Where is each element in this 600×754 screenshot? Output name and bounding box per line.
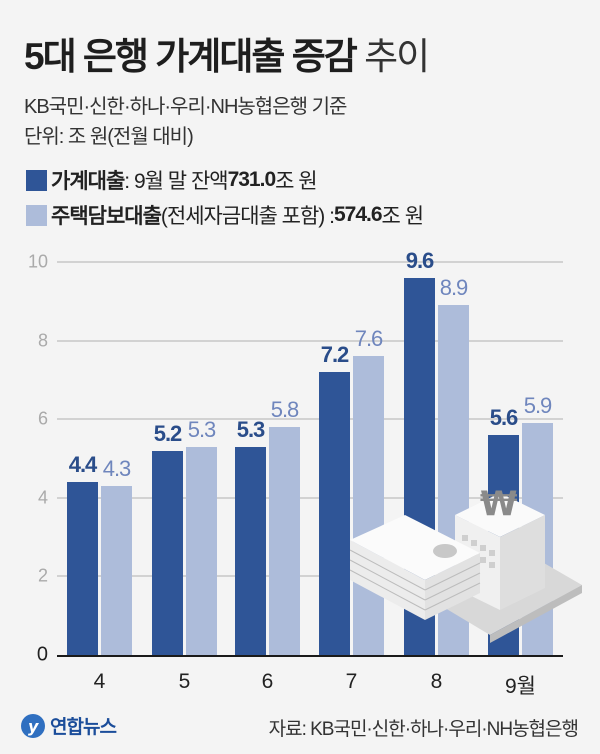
bar-light: [269, 427, 300, 655]
value-label: 7.6: [354, 326, 384, 352]
gridline: [57, 261, 563, 263]
gridline: [57, 496, 563, 499]
title-light: 추이: [364, 36, 430, 77]
yonhap-logo: y 연합뉴스: [20, 712, 117, 739]
legend-item-household: 가계대출 : 9월 말 잔액 731.0 조 원: [26, 165, 318, 195]
y-tick-label: 10: [27, 251, 48, 272]
value-label: 4.4: [68, 452, 98, 478]
bar-light: [186, 446, 217, 655]
value-label: 7.2: [320, 342, 350, 368]
legend-detail: (전세자금대출 포함) :: [160, 205, 335, 228]
logo-text: 연합뉴스: [50, 717, 117, 738]
x-tick-label: 6: [261, 670, 274, 693]
legend-value: 731.0: [227, 168, 277, 191]
gridline: [57, 339, 563, 342]
value-label: 5.3: [236, 416, 266, 442]
value-label: 9.6: [405, 247, 435, 273]
value-label: 5.2: [153, 420, 183, 446]
bar-light: [101, 486, 132, 655]
legend-item-mortgage: 주택담보대출 (전세자금대출 포함) : 574.6 조 원: [26, 200, 424, 230]
title-bold: 5대 은행 가계대출 증감: [24, 36, 358, 77]
x-tick-label: 4: [93, 670, 106, 693]
unit-label: 단위: 조 원(전월 대비): [24, 126, 194, 148]
bar-dark: [67, 482, 98, 655]
bar-dark: [235, 446, 266, 655]
value-label: 5.9: [523, 393, 553, 419]
svg-text:y: y: [28, 717, 39, 736]
bar-dark: [319, 372, 350, 655]
x-tick-label: 9월: [505, 675, 536, 698]
legend-unit: 조 원: [275, 170, 317, 193]
legend-value: 574.6: [333, 203, 383, 226]
y-tick-label: 8: [37, 330, 48, 351]
x-tick-label: 5: [178, 670, 191, 693]
value-label: 4.3: [102, 456, 132, 481]
y-tick-label: 6: [37, 408, 48, 429]
x-tick-label: 8: [430, 670, 443, 693]
bank-money-illustration-icon: ₩: [350, 485, 582, 643]
gridline: [57, 575, 563, 578]
value-label: 5.6: [489, 404, 519, 430]
subtitle: KB국민·신한·하나·우리·NH농협은행 기준: [24, 96, 347, 118]
y-tick-label: 2: [37, 565, 48, 586]
x-axis-line: [57, 655, 563, 657]
bar-dark: [152, 450, 183, 655]
legend-swatch-light-icon: [26, 204, 47, 226]
y-tick-label: 0: [36, 643, 48, 666]
legend-unit: 조 원: [381, 205, 424, 228]
source-note: 자료: KB국민·신한·하나·우리·NH농협은행: [268, 719, 579, 740]
chart-title: 5대 은행 가계대출 증감 추이: [24, 26, 430, 80]
value-label: 5.3: [187, 416, 217, 442]
y-tick-label: 4: [37, 487, 48, 508]
bar-light: [353, 356, 384, 655]
legend-detail: : 9월 말 잔액: [124, 170, 228, 193]
gridline: [57, 418, 563, 421]
legend-label: 가계대출: [51, 170, 125, 193]
value-label: 8.9: [439, 275, 469, 301]
value-label: 5.8: [270, 397, 300, 423]
svg-text:₩: ₩: [480, 485, 518, 524]
legend-label: 주택담보대출: [51, 205, 162, 228]
legend-swatch-dark-icon: [26, 169, 47, 191]
x-tick-label: 7: [345, 670, 358, 693]
yonhap-logo-icon: y: [21, 713, 45, 738]
